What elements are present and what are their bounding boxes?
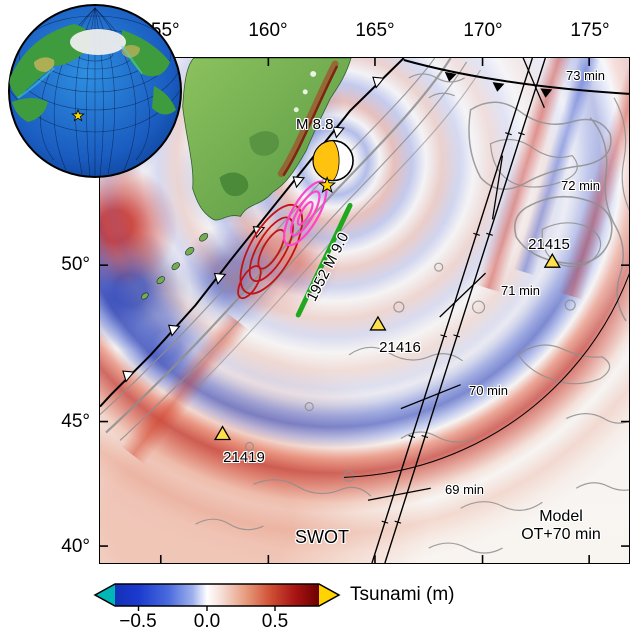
bathymetry-contours xyxy=(100,58,629,554)
globe-epicenter-star-icon xyxy=(71,108,85,122)
kuril-islands xyxy=(141,233,209,300)
model-label-line2: OT+70 min xyxy=(521,526,601,544)
model-label-line1: Model xyxy=(539,508,583,525)
map-panel: M 8.8 1952 M 9.0 21415 21416 21419 73 mi… xyxy=(99,57,630,564)
globe-inset xyxy=(8,4,182,178)
axis-label-left-2: 40° xyxy=(61,536,90,557)
epicenter-star-icon xyxy=(318,176,337,194)
aleutian-trench-line xyxy=(403,59,629,95)
colorbar xyxy=(93,583,341,611)
station-label-21415: 21415 xyxy=(528,236,570,253)
colorbar-ticks xyxy=(137,606,276,611)
arrival-time-ticks xyxy=(367,58,545,501)
axis-label-top-2: 165° xyxy=(355,20,395,41)
colorbar-tick-zero: 0.0 xyxy=(193,611,221,632)
axis-label-top-4: 175° xyxy=(570,20,610,41)
axis-label-left-1: 45° xyxy=(61,411,90,432)
dart-triangle-21416 xyxy=(369,315,387,331)
time-label-73: 73 min xyxy=(566,68,606,83)
dart-triangle-21419 xyxy=(213,425,232,441)
colorbar-title: Tsunami (m) xyxy=(350,584,455,605)
globe-icecap xyxy=(70,29,126,55)
axis-label-top-1: 160° xyxy=(248,20,288,41)
dart-triangle-21415 xyxy=(543,252,561,268)
globe-landmasses xyxy=(9,24,176,122)
rupture-1952-line xyxy=(295,202,353,318)
station-label-21419: 21419 xyxy=(223,449,265,466)
wavefront-arc-70min xyxy=(344,273,629,478)
time-label-72: 72 min xyxy=(561,178,601,193)
time-label-71: 71 min xyxy=(501,283,541,298)
map-overlay xyxy=(100,58,629,563)
epicenter-label: M 8.8 xyxy=(296,116,334,133)
swot-swath-lines xyxy=(371,58,546,563)
beachball-icon xyxy=(312,139,354,182)
axis-label-top-3: 170° xyxy=(463,20,503,41)
trench-line xyxy=(100,58,629,408)
axis-label-left-0: 50° xyxy=(61,254,90,275)
time-label-70: 70 min xyxy=(469,383,509,398)
colorbar-tick-neg: −0.5 xyxy=(119,611,157,632)
model-label: Model OT+70 min xyxy=(501,508,621,545)
station-label-21416: 21416 xyxy=(379,339,421,356)
dart-buoy-triangles xyxy=(213,252,561,441)
swot-label: SWOT xyxy=(295,527,349,547)
colorbar-tick-pos: 0.5 xyxy=(261,611,289,632)
time-label-69: 69 min xyxy=(445,482,485,497)
volcanic-ridge xyxy=(277,60,339,178)
kamchatka-land xyxy=(182,58,352,221)
